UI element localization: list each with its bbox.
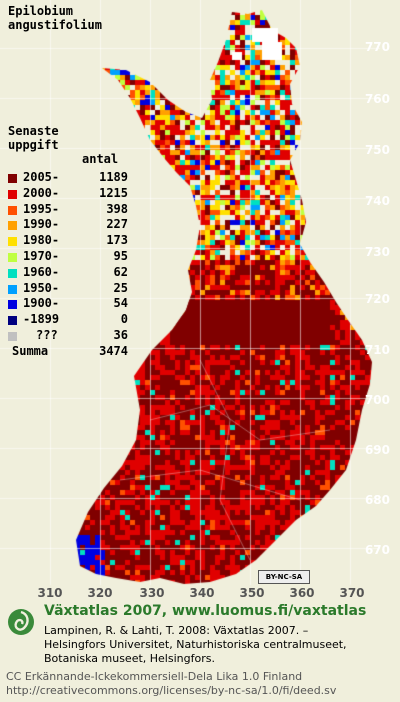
legend-item: 1970- 95 (8, 249, 128, 265)
atlas-title: Växtatlas 2007, www.luomus.fi/vaxtatlas (44, 603, 367, 619)
y-tick-label: 710 (364, 343, 390, 357)
legend-item: 2000- 1215 (8, 186, 128, 202)
legend-total: Summa 3474 (12, 343, 128, 358)
legend-item: -1899 0 (8, 312, 128, 328)
x-tick-label: 370 (339, 586, 365, 600)
legend-title: Senaste uppgift (8, 124, 59, 152)
legend-swatch (8, 237, 17, 247)
legend: 2005- 1189 2000- 1215 1995- 398 1990- 227 19… (8, 170, 128, 360)
legend-item: 2005- 1189 (8, 170, 128, 186)
citation: Lampinen, R. & Lahti, T. 2008: Växtatlas… (44, 624, 347, 665)
legend-swatch (8, 284, 17, 294)
y-tick-label: 720 (364, 292, 390, 306)
x-tick-label: 330 (139, 586, 165, 600)
y-tick-label: 730 (364, 245, 390, 259)
y-tick-label: 770 (364, 40, 390, 54)
y-tick-label: 690 (364, 443, 390, 457)
count-header: antal (82, 152, 119, 166)
x-tick-label: 340 (189, 586, 215, 600)
x-tick-label: 350 (239, 586, 265, 600)
cc-license-badge[interactable]: BY-NC-SA (258, 570, 310, 584)
legend-swatch (8, 300, 17, 310)
legend-item: 1950- 25 (8, 281, 128, 297)
legend-swatch (8, 331, 17, 341)
x-tick-label: 310 (37, 586, 63, 600)
legend-item: 1960- 62 (8, 265, 128, 281)
legend-swatch (8, 205, 17, 215)
x-tick-label: 360 (289, 586, 315, 600)
legend-swatch (8, 189, 17, 199)
y-tick-label: 760 (364, 92, 390, 106)
y-tick-label: 670 (364, 543, 390, 557)
y-tick-label: 680 (364, 493, 390, 507)
y-tick-label: 700 (364, 393, 390, 407)
luomus-logo (8, 609, 34, 635)
y-tick-label: 750 (364, 143, 390, 157)
x-tick-label: 320 (87, 586, 113, 600)
y-tick-label: 740 (364, 194, 390, 208)
legend-item: 1990- 227 (8, 217, 128, 233)
legend-item: ??? 36 (8, 328, 128, 344)
license-link[interactable]: http://creativecommons.org/licenses/by-n… (6, 684, 337, 697)
legend-swatch (8, 268, 17, 278)
x-axis-labels: 310 320 330 340 350 360 370 (0, 586, 400, 600)
legend-swatch (8, 221, 17, 231)
legend-swatch (8, 174, 17, 183)
legend-swatch (8, 316, 17, 326)
legend-item: 1980- 173 (8, 233, 128, 249)
license-text: CC Erkännande-Ickekommersiell-Dela Lika … (6, 670, 337, 697)
legend-item: 1995- 398 (8, 202, 128, 218)
distribution-map (0, 0, 400, 600)
species-title: Epilobium angustifolium (8, 4, 102, 32)
legend-swatch (8, 252, 17, 262)
legend-item: 1900- 54 (8, 296, 128, 312)
